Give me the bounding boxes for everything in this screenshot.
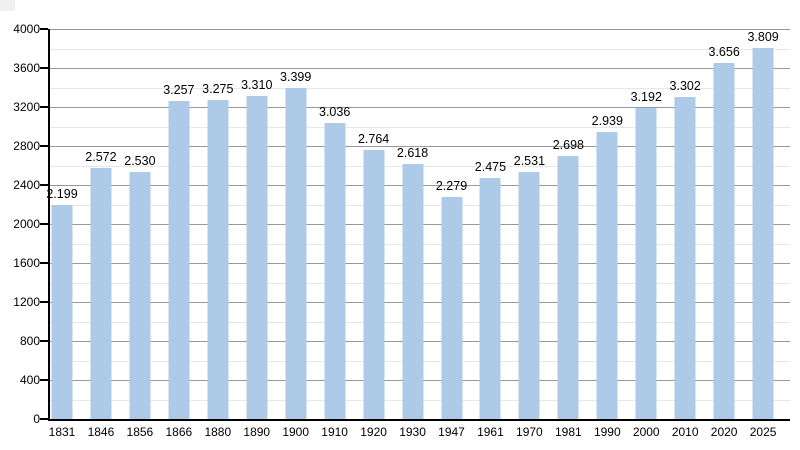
bar-value-label: 3.257 [163, 83, 195, 98]
bar-value-label: 2.531 [513, 154, 546, 169]
y-tick-label: 3600 [13, 61, 40, 75]
x-tick-label: 2010 [671, 425, 699, 439]
bar-value-label: 2.572 [85, 150, 117, 165]
x-tick-label: 1831 [48, 425, 76, 439]
y-tick-label: 4000 [13, 22, 40, 36]
y-tick-label: 2800 [13, 139, 40, 153]
bar-value-label: 3.302 [669, 79, 701, 94]
x-tick-label: 1900 [282, 425, 310, 439]
gridline-minor [50, 87, 790, 89]
x-tick-label: 1880 [204, 425, 232, 439]
x-tick-label: 1947 [438, 425, 465, 439]
bar [285, 87, 307, 419]
x-tick-label: 1890 [243, 425, 271, 439]
y-tick-mark [40, 301, 48, 303]
x-tick-label: 1930 [399, 425, 426, 439]
y-tick-mark [40, 106, 48, 108]
y-tick-mark [40, 379, 48, 381]
y-tick-label: 400 [19, 373, 40, 387]
bar-value-label: 2.618 [396, 145, 429, 160]
bar [324, 123, 346, 419]
y-axis: 0 400 800 1200 1600 2000 2400 2800 3200 3600 4000 [0, 23, 42, 425]
x-tick-label: 2025 [749, 425, 777, 439]
y-tick-mark [40, 262, 48, 264]
bar [752, 47, 774, 419]
bar-value-label: 2.530 [124, 154, 156, 169]
bar [441, 196, 462, 419]
bar [168, 101, 190, 419]
bar-value-label: 2.939 [591, 114, 623, 129]
gridline-minor [50, 48, 790, 50]
y-tick-mark [40, 223, 48, 225]
x-tick-label: 1866 [165, 425, 193, 439]
bar-value-label: 3.192 [630, 89, 662, 104]
y-tick-label: 3200 [13, 100, 40, 114]
y-tick-mark [40, 28, 48, 30]
corner-artifact [0, 0, 15, 11]
bar [363, 149, 385, 419]
y-tick-mark [40, 145, 48, 147]
gridline-major [50, 68, 790, 69]
bar [90, 168, 112, 419]
gridline-major [50, 29, 790, 30]
bars: 2.199 1831 2.572 1846 2.530 1856 3.257 1866 3.27… [46, 29, 790, 438]
bar-value-label: 3.656 [708, 44, 740, 59]
plot-area: 2.199 1831 2.572 1846 2.530 1856 3.257 1866 3.27… [40, 28, 790, 438]
bar [518, 172, 540, 419]
bar-value-label: 3.036 [319, 105, 351, 119]
bar [557, 155, 579, 419]
y-tick-label: 1200 [13, 295, 40, 309]
y-tick-mark [40, 340, 48, 342]
bar-value-label: 2.764 [357, 131, 390, 146]
x-tick-label: 1961 [477, 425, 504, 439]
bar [596, 132, 618, 419]
bar-value-label: 3.310 [241, 78, 273, 93]
bar [129, 172, 151, 419]
bar [207, 99, 229, 419]
y-tick-label: 2400 [13, 178, 40, 192]
bar [51, 204, 73, 419]
bar-value-label: 2.698 [552, 137, 584, 152]
y-tick-label: 2000 [13, 217, 40, 231]
x-tick-label: 1856 [126, 425, 154, 439]
bar-value-label: 3.809 [747, 29, 779, 44]
x-tick-label: 1910 [321, 425, 348, 439]
y-tick-label: 0 [33, 412, 40, 426]
y-tick-mark [40, 418, 48, 420]
gridline-major [50, 146, 790, 147]
bar [713, 62, 735, 419]
bar [402, 163, 424, 419]
y-tick-mark [40, 67, 48, 69]
bar [635, 107, 657, 419]
bar-value-label: 2.475 [474, 159, 507, 174]
bar-value-label: 3.399 [280, 69, 312, 84]
x-tick-label: 1970 [516, 425, 543, 439]
y-tick-mark [40, 184, 48, 186]
bar-value-label: 3.275 [202, 81, 234, 96]
x-tick-label: 1846 [87, 425, 115, 439]
bar [674, 97, 696, 419]
x-tick-label: 1981 [554, 425, 582, 439]
gridline-major [50, 107, 790, 108]
y-tick-label: 800 [19, 334, 40, 348]
bar [246, 96, 268, 419]
y-tick-label: 1600 [13, 256, 40, 270]
bar-value-label: 2.199 [46, 186, 78, 201]
bar-value-label: 2.279 [435, 178, 468, 193]
x-tick-label: 2020 [710, 425, 738, 439]
x-tick-label: 1990 [593, 425, 621, 439]
bar [479, 177, 501, 419]
x-tick-label: 2000 [632, 425, 660, 439]
x-tick-label: 1920 [360, 425, 387, 439]
gridline-minor [50, 126, 790, 128]
